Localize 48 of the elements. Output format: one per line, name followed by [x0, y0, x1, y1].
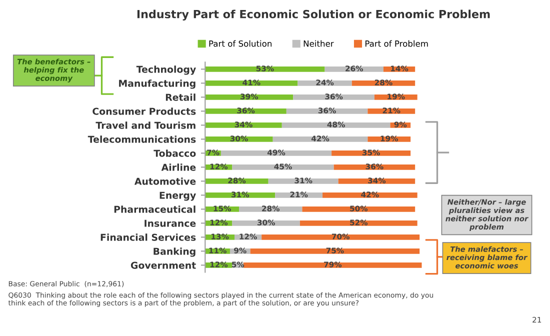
bar [268, 178, 338, 184]
bar [205, 178, 268, 184]
bar [232, 220, 300, 226]
bar [332, 150, 411, 156]
bar [232, 164, 334, 170]
bar [338, 178, 416, 184]
bar [334, 164, 416, 170]
bar [324, 66, 384, 72]
bar [205, 80, 298, 86]
chart-title: Industry Part of Economic Solution or Economic Problem [137, 10, 490, 21]
bar [293, 94, 374, 100]
y-tick-label: Manufacturing [119, 80, 196, 89]
y-tick-label: Energy [160, 192, 196, 201]
bar [220, 150, 332, 156]
y-tick-label: Telecommunications [88, 136, 196, 143]
bar [205, 136, 273, 142]
bar [300, 220, 418, 226]
bar [239, 206, 302, 212]
bar [205, 108, 286, 114]
bar [205, 66, 325, 72]
bar [322, 192, 418, 198]
bar [352, 80, 416, 86]
bar [302, 206, 416, 212]
y-tick-label: Retail [166, 94, 196, 101]
y-tick-label: Airline [161, 164, 196, 171]
bar [298, 80, 352, 86]
y-tick-label: Automotive [134, 178, 196, 185]
legend-label: Part of Problem [365, 40, 428, 47]
bar [262, 234, 420, 240]
y-tick-label: Pharmaceutical [114, 206, 196, 213]
y-tick-label: Financial Services [100, 234, 196, 241]
bar [244, 262, 422, 268]
y-tick-label: Tobacco [154, 150, 196, 157]
y-tick-label: Technology [136, 66, 196, 75]
y-tick-label: Banking [154, 248, 196, 257]
bar [205, 122, 282, 128]
y-tick-label: Government [130, 262, 196, 269]
bar [205, 192, 276, 198]
bar [286, 108, 368, 114]
legend-label: Part of Solution [209, 40, 272, 47]
bar [282, 122, 390, 128]
y-tick-label: Travel and Tourism [96, 122, 196, 129]
legend-label: Neither [304, 40, 334, 47]
y-tick-label: Consumer Products [92, 108, 196, 115]
bar [250, 248, 420, 254]
y-tick-label: Insurance [144, 220, 196, 227]
bar [205, 94, 294, 100]
bar [272, 136, 368, 142]
